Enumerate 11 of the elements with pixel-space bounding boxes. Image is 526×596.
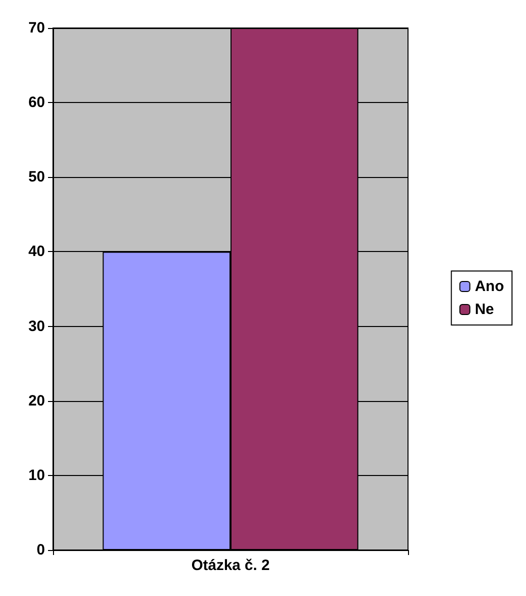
y-tick-label: 40 [28,243,45,260]
y-tick-label: 10 [28,466,45,484]
y-tick-label: 50 [28,168,45,186]
y-tick-label: 0 [36,542,45,558]
y-tick-label: 60 [28,94,45,112]
legend-label: Ne [474,301,494,318]
legend-label: Ano [474,278,504,295]
y-tick-label: 70 [28,20,45,36]
y-tick-label: 20 [28,392,45,410]
y-tick-label: 30 [28,318,45,335]
x-tick-label: Otázka č. 2 [191,557,270,574]
